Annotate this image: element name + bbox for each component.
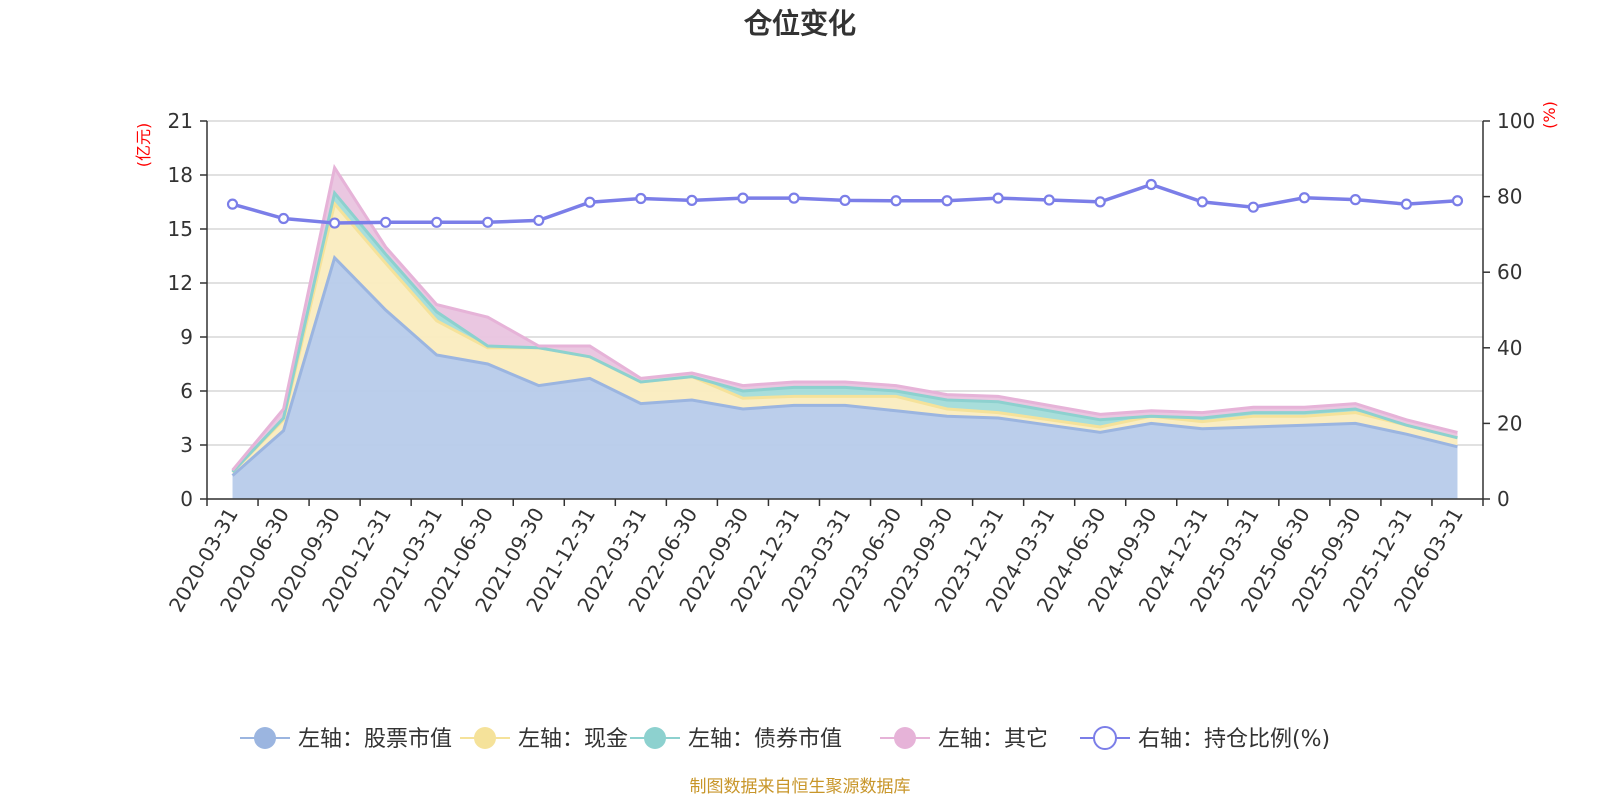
ratio-point: [1298, 192, 1310, 204]
ratio-point: [277, 212, 290, 225]
ratio-point: [941, 195, 953, 207]
legend-label: 左轴：现金: [518, 727, 628, 752]
legend-item-3: 左轴：其它: [880, 727, 1048, 752]
left-tick-label: 3: [180, 433, 193, 457]
left-tick-label: 21: [168, 109, 193, 133]
right-tick-label: 0: [1497, 487, 1510, 511]
area-line-0: [231, 254, 1458, 477]
legend-item-4: 右轴：持仓比例(%): [1080, 726, 1330, 752]
left-tick-label: 9: [180, 325, 193, 349]
ratio-point: [533, 214, 545, 227]
ratio-point: [431, 216, 443, 228]
ratio-points: [226, 178, 1464, 229]
area-0: [232, 257, 1458, 499]
legend-label: 左轴：债券市值: [688, 727, 842, 752]
ratio-point: [1400, 198, 1413, 210]
left-axis-unit: (亿元): [134, 123, 153, 168]
right-tick-label: 100: [1497, 109, 1535, 133]
area-line-3: [231, 163, 1458, 472]
right-tick-label: 40: [1497, 336, 1522, 360]
legend-item-2: 左轴：债券市值: [630, 727, 842, 752]
ratio-point: [890, 195, 902, 207]
legend-marker: [474, 727, 496, 749]
ratio-point: [1145, 178, 1157, 191]
ratio-point: [584, 196, 596, 208]
ratio-point: [482, 216, 494, 228]
ratio-point: [1043, 194, 1055, 206]
legend-marker: [894, 727, 916, 749]
ratio-point: [992, 192, 1004, 204]
legend: 左轴：股票市值 左轴：现金 左轴：债券市值 左轴：其它 右轴：持仓比例(%): [240, 726, 1330, 752]
left-tick-label: 18: [168, 163, 193, 187]
left-tick-label: 15: [168, 217, 193, 241]
right-tick-label: 20: [1497, 411, 1522, 435]
legend-item-1: 左轴：现金: [460, 727, 628, 752]
legend-label: 左轴：股票市值: [298, 727, 452, 752]
ratio-point: [380, 216, 392, 228]
left-tick-label: 0: [180, 487, 193, 511]
area-2: [232, 193, 1458, 472]
ratio-point: [635, 192, 647, 205]
source-note: 制图数据来自恒生聚源数据库: [690, 777, 911, 797]
legend-label: 右轴：持仓比例(%): [1138, 727, 1330, 752]
ratio-point: [329, 217, 341, 229]
ratio-point: [1451, 195, 1464, 207]
area-line-2: [231, 189, 1458, 474]
left-tick-label: 12: [168, 271, 193, 295]
left-tick-label: 6: [180, 379, 193, 403]
ratio-point: [686, 194, 698, 206]
ratio-point: [737, 192, 749, 204]
legend-label: 左轴：其它: [938, 727, 1048, 752]
legend-marker: [1093, 726, 1117, 750]
legend-marker: [254, 727, 276, 749]
legend-marker: [644, 727, 666, 749]
area-3: [232, 167, 1458, 473]
ratio-point: [788, 192, 800, 204]
ratio-point: [1196, 196, 1208, 208]
chart-title: 仓位变化: [744, 7, 856, 40]
ratio-point: [1247, 201, 1259, 213]
ratio-point: [1349, 194, 1362, 206]
ratio-point: [839, 194, 851, 206]
legend-item-0: 左轴：股票市值: [240, 727, 452, 752]
right-tick-label: 80: [1497, 185, 1522, 209]
ratio-point: [226, 198, 239, 210]
stacked-areas: [232, 167, 1458, 499]
area-1: [232, 203, 1458, 476]
right-tick-label: 60: [1497, 260, 1522, 284]
area-line-1: [231, 200, 1458, 474]
ratio-point: [1094, 196, 1106, 208]
right-axis-unit: (%): [1540, 101, 1559, 129]
